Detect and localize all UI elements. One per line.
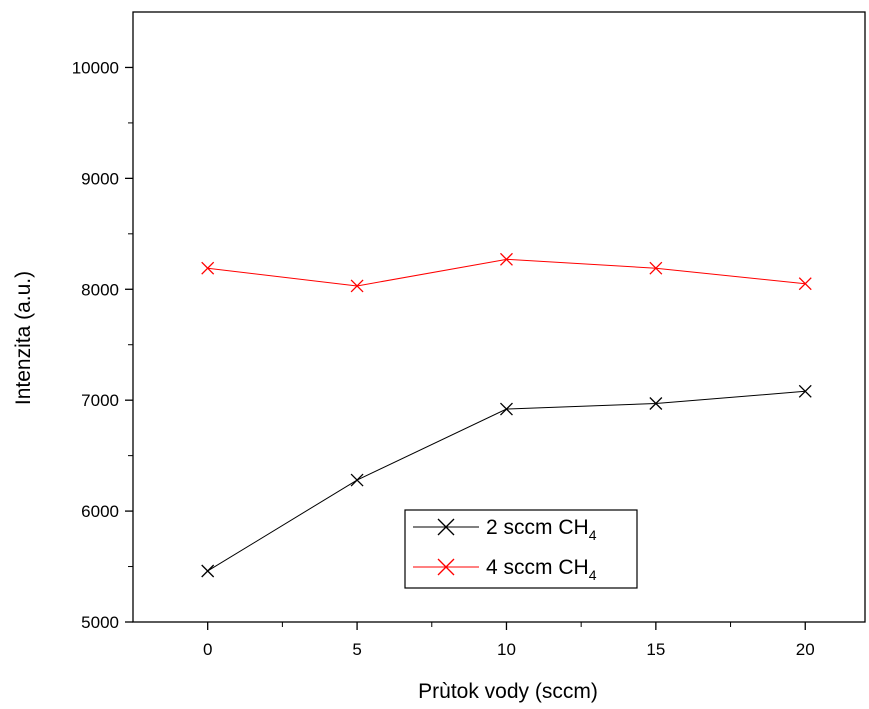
y-axis-title: Intenzita (a.u.) — [12, 271, 35, 405]
data-point-0-4 — [798, 384, 812, 398]
axis-ticks — [125, 66, 806, 630]
x-tick-label-1: 5 — [352, 640, 361, 659]
data-point-1-4 — [798, 277, 812, 291]
data-point-1-3 — [649, 261, 663, 275]
tick-labels: 0 5 10 15 20 5000 6000 7000 8000 9000 10000 — [72, 58, 815, 659]
data-point-0-1 — [350, 473, 364, 487]
x-tick-label-4: 20 — [796, 640, 815, 659]
data-point-0-2 — [500, 402, 513, 416]
x-tick-label-0: 0 — [203, 640, 212, 659]
legend-label-1: 4 sccm CH4 — [486, 556, 597, 583]
plot-frame — [132, 11, 866, 623]
x-tick-label-2: 10 — [497, 640, 516, 659]
y-tick-label-5: 10000 — [72, 58, 119, 77]
data-point-1-1 — [350, 279, 364, 293]
data-point-0-3 — [649, 397, 663, 410]
y-tick-label-2: 7000 — [81, 391, 119, 410]
data-point-1-2 — [500, 252, 513, 266]
series-line-1 — [207, 258, 806, 287]
series-layer — [201, 252, 812, 578]
y-tick-label-3: 8000 — [81, 280, 119, 299]
y-tick-label-4: 9000 — [81, 169, 119, 188]
y-tick-label-0: 5000 — [81, 613, 119, 632]
x-axis-title: Prùtok vody (sccm) — [418, 680, 598, 703]
legend-marker-1 — [437, 558, 455, 576]
x-tick-label-3: 15 — [646, 640, 665, 659]
data-point-1-0 — [201, 261, 215, 275]
legend: 2 sccm CH4 4 sccm CH4 — [404, 509, 638, 589]
legend-marker-0 — [437, 518, 455, 536]
legend-box — [404, 509, 638, 589]
y-tick-label-1: 6000 — [81, 502, 119, 521]
data-point-0-0 — [201, 564, 215, 578]
legend-label-0: 2 sccm CH4 — [486, 516, 597, 543]
